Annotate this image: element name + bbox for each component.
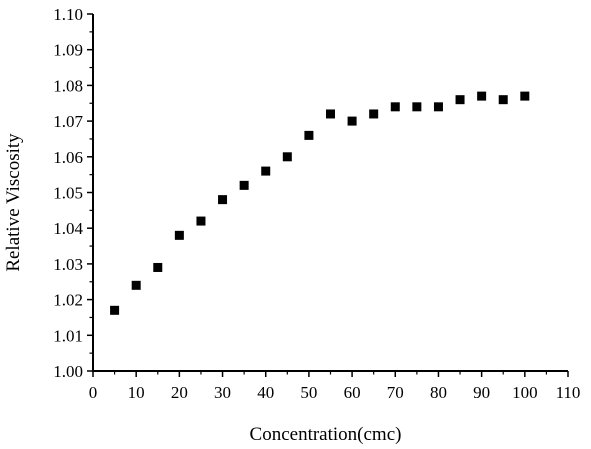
x-tick-label: 50 <box>300 383 317 402</box>
x-tick-label: 0 <box>89 383 98 402</box>
x-tick-label: 100 <box>512 383 538 402</box>
data-point <box>304 130 314 140</box>
y-axis-title: Relative Viscosity <box>3 133 24 272</box>
data-point <box>153 262 163 272</box>
y-tick-label: 1.05 <box>53 184 83 203</box>
data-point <box>498 95 508 105</box>
y-tick-label: 1.07 <box>53 112 83 131</box>
x-tick-label: 90 <box>473 383 490 402</box>
data-points <box>110 91 530 315</box>
data-point <box>347 116 357 126</box>
data-point <box>369 109 379 119</box>
y-tick-label: 1.00 <box>53 362 83 381</box>
x-tick-label: 60 <box>344 383 361 402</box>
data-point <box>110 305 120 315</box>
data-point <box>412 102 422 112</box>
y-tick-label: 1.04 <box>53 219 83 238</box>
y-tick-label: 1.08 <box>53 76 83 95</box>
data-point <box>326 109 335 119</box>
y-tick-label: 1.10 <box>53 5 83 24</box>
y-tick-label: 1.01 <box>53 326 83 345</box>
y-tick-label: 1.06 <box>53 148 83 167</box>
x-axis-title: Concentration(cmc) <box>250 424 402 445</box>
plot-frame <box>92 14 568 372</box>
y-tick-label: 1.03 <box>53 255 83 274</box>
data-point <box>390 102 400 112</box>
x-ticks: 0 10 20 30 40 50 60 70 80 90 100 110 <box>89 371 581 402</box>
data-point <box>261 166 271 176</box>
data-point <box>520 91 530 101</box>
x-tick-label: 10 <box>128 383 145 402</box>
data-point <box>239 180 249 190</box>
x-tick-label: 80 <box>430 383 447 402</box>
data-point <box>218 195 228 205</box>
x-tick-label: 30 <box>214 383 231 402</box>
x-tick-label: 70 <box>387 383 404 402</box>
y-ticks: 1.00 1.01 1.02 1.03 1.04 1.05 1.06 1.07 1.08 1.09… <box>53 5 93 381</box>
data-point <box>174 230 184 240</box>
data-point <box>196 216 206 226</box>
data-point <box>433 102 443 112</box>
x-tick-label: 40 <box>257 383 274 402</box>
x-tick-label: 110 <box>556 383 581 402</box>
data-point <box>282 152 292 162</box>
x-tick-label: 20 <box>171 383 188 402</box>
data-point <box>131 280 141 290</box>
data-point <box>455 95 465 105</box>
data-point <box>477 91 487 101</box>
y-tick-label: 1.09 <box>53 41 83 60</box>
y-tick-label: 1.02 <box>53 291 83 310</box>
